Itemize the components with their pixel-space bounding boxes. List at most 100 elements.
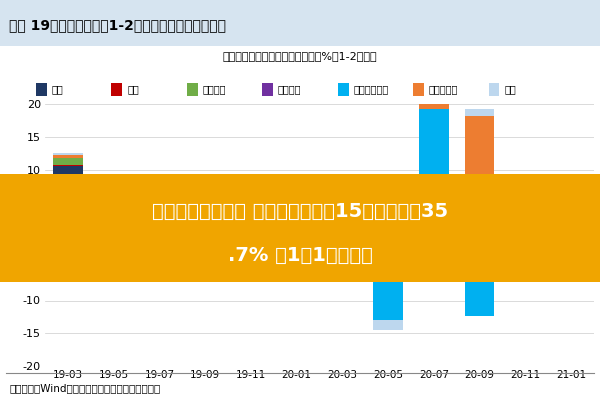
Bar: [328, 237, 357, 250]
Bar: [328, 235, 357, 237]
Bar: [556, 184, 586, 194]
Text: 当月公共财政支出同比拉动拆分，%，1-2月合并: 当月公共财政支出同比拉动拆分，%，1-2月合并: [223, 52, 377, 62]
Text: 数据来源：Wind，兴业证券经济与金融研究院整理: 数据来源：Wind，兴业证券经济与金融研究院整理: [9, 383, 160, 393]
Bar: [99, 235, 128, 237]
Bar: [419, 100, 449, 109]
Text: .7% 近1年1期业绩降: .7% 近1年1期业绩降: [227, 246, 373, 264]
Bar: [511, 237, 540, 250]
Bar: [373, 220, 403, 224]
Bar: [328, 220, 357, 222]
Bar: [236, 229, 266, 230]
Text: 安全炒股配资门户 巍华新材上市募15亿元首日涨35: 安全炒股配资门户 巍华新材上市募15亿元首日涨35: [152, 202, 448, 221]
Bar: [145, 225, 174, 235]
Bar: [99, 237, 128, 250]
Bar: [465, 235, 494, 237]
Bar: [236, 237, 266, 250]
Bar: [465, 208, 494, 217]
Bar: [99, 208, 128, 215]
Bar: [53, 237, 83, 247]
Bar: [145, 237, 174, 250]
Bar: [465, 219, 494, 235]
Bar: [187, 83, 197, 96]
Text: 社保就业: 社保就业: [202, 84, 226, 94]
Bar: [511, 211, 540, 224]
Bar: [488, 83, 499, 96]
Bar: [282, 231, 311, 232]
Bar: [99, 205, 128, 208]
Bar: [373, 235, 403, 245]
Bar: [36, 83, 47, 96]
Bar: [236, 196, 266, 206]
Bar: [556, 201, 586, 214]
Bar: [190, 210, 220, 217]
Text: 城乡社区事务: 城乡社区事务: [353, 84, 389, 94]
Bar: [190, 217, 220, 226]
Bar: [282, 221, 311, 231]
Bar: [328, 208, 357, 211]
Bar: [556, 175, 586, 184]
Bar: [53, 165, 83, 166]
Bar: [53, 155, 83, 158]
Text: 节能环保: 节能环保: [278, 84, 301, 94]
Bar: [556, 235, 586, 237]
Bar: [419, 235, 449, 245]
Bar: [112, 83, 122, 96]
Bar: [145, 208, 174, 215]
Bar: [556, 214, 586, 215]
Bar: [465, 109, 494, 116]
Bar: [413, 83, 424, 96]
Bar: [465, 116, 494, 208]
Bar: [511, 225, 540, 235]
Bar: [373, 245, 403, 248]
Bar: [419, 109, 449, 220]
Bar: [282, 236, 311, 246]
Bar: [282, 208, 311, 215]
Bar: [145, 235, 174, 237]
Bar: [328, 211, 357, 214]
Text: 科技: 科技: [127, 84, 139, 94]
Bar: [282, 235, 311, 236]
Bar: [236, 216, 266, 229]
Bar: [190, 204, 220, 210]
Bar: [373, 224, 403, 225]
Bar: [236, 235, 266, 237]
Bar: [419, 220, 449, 222]
Text: 图表 19：多数分项拉动1-2月公共财政支出同比增加: 图表 19：多数分项拉动1-2月公共财政支出同比增加: [9, 18, 226, 32]
Bar: [262, 83, 273, 96]
Bar: [282, 232, 311, 235]
Bar: [511, 235, 540, 237]
Bar: [511, 224, 540, 225]
Bar: [373, 320, 403, 330]
Bar: [53, 235, 83, 237]
Bar: [282, 215, 311, 221]
Bar: [53, 153, 83, 155]
Bar: [190, 237, 220, 250]
Bar: [53, 158, 83, 165]
Bar: [99, 202, 128, 205]
Text: 交运: 交运: [504, 84, 516, 94]
Bar: [236, 206, 266, 216]
Bar: [145, 224, 174, 225]
Bar: [338, 83, 349, 96]
Bar: [419, 248, 449, 258]
Bar: [556, 215, 586, 235]
Bar: [190, 227, 220, 235]
Bar: [373, 225, 403, 235]
Bar: [53, 166, 83, 235]
Bar: [465, 217, 494, 219]
Bar: [373, 248, 403, 320]
Bar: [465, 237, 494, 316]
Bar: [328, 214, 357, 220]
Bar: [511, 204, 540, 211]
Bar: [190, 235, 220, 237]
Bar: [145, 202, 174, 208]
Text: 教育: 教育: [52, 84, 64, 94]
Bar: [236, 230, 266, 235]
Bar: [419, 222, 449, 235]
Bar: [328, 222, 357, 235]
Bar: [99, 215, 128, 235]
Bar: [511, 194, 540, 204]
Bar: [190, 226, 220, 227]
Bar: [556, 194, 586, 201]
Bar: [145, 215, 174, 224]
